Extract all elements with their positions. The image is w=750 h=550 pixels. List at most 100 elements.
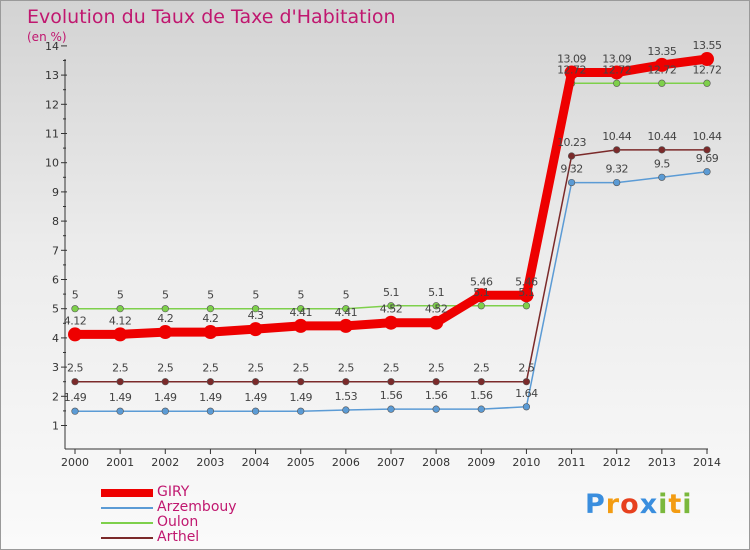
data-label-giry: 13.09 — [602, 52, 631, 65]
y-tick-label: 7 — [52, 244, 59, 257]
data-label-oulon: 12.72 — [693, 63, 722, 76]
x-tick-label: 2003 — [196, 456, 224, 469]
x-tick-label: 2001 — [106, 456, 134, 469]
data-point-oulon — [71, 305, 79, 313]
data-point-arthel — [703, 146, 711, 154]
data-point-oulon — [297, 305, 305, 313]
data-label-oulon: 5 — [252, 289, 259, 302]
y-tick-label: 10 — [45, 157, 59, 170]
x-tick-label: 2005 — [287, 456, 315, 469]
data-label-giry: 4.3 — [248, 309, 264, 322]
brand-letter: t — [668, 489, 683, 520]
data-label-giry: 4.2 — [157, 312, 173, 325]
data-label-arthel: 2.5 — [473, 362, 489, 375]
x-tick-label: 2007 — [377, 456, 405, 469]
data-point-oulon — [206, 305, 215, 313]
data-point-giry — [158, 325, 173, 340]
x-tick-label: 2002 — [151, 456, 179, 469]
data-label-arzembouy: 9.32 — [605, 163, 628, 176]
data-label-arzembouy: 9.32 — [560, 163, 583, 176]
data-label-oulon: 5 — [207, 289, 214, 302]
x-tick-label: 2004 — [242, 456, 270, 469]
data-label-arthel: 10.23 — [557, 136, 586, 149]
data-point-oulon — [658, 79, 666, 87]
data-point-arthel — [522, 378, 531, 386]
data-label-arthel: 2.5 — [338, 362, 354, 375]
data-point-giry — [654, 57, 669, 72]
data-label-arthel: 2.5 — [202, 362, 218, 375]
data-point-arzembouy — [522, 403, 531, 411]
y-tick-label: 9 — [52, 186, 59, 199]
data-label-giry: 5.46 — [470, 275, 493, 288]
legend-label: Oulon — [157, 514, 199, 530]
data-label-arzembouy: 1.56 — [470, 389, 493, 402]
data-point-oulon — [342, 305, 350, 313]
data-label-arzembouy: 1.49 — [289, 391, 312, 404]
data-label-arthel: 2.5 — [248, 362, 264, 375]
data-label-giry: 5.46 — [515, 275, 538, 288]
data-point-arthel — [658, 146, 666, 154]
data-label-arthel: 2.5 — [293, 362, 309, 375]
data-label-oulon: 12.72 — [602, 63, 631, 76]
data-point-arthel — [71, 378, 79, 386]
data-point-arzembouy — [477, 405, 485, 413]
data-point-arthel — [567, 152, 576, 160]
data-label-giry: 4.12 — [64, 314, 87, 327]
data-point-arthel — [251, 378, 260, 386]
legend-swatch — [101, 507, 153, 509]
data-point-arzembouy — [703, 168, 711, 176]
chart-title: Evolution du Taux de Taxe d'Habitation — [27, 6, 396, 28]
data-label-arthel: 2.5 — [67, 362, 83, 375]
data-point-arzembouy — [387, 405, 395, 413]
data-point-arzembouy — [161, 407, 169, 415]
data-label-arzembouy: 1.64 — [515, 387, 538, 400]
data-point-giry — [429, 315, 444, 330]
y-tick-label: 8 — [52, 215, 59, 228]
y-tick-label: 11 — [45, 128, 59, 141]
brand-letter: r — [605, 489, 621, 520]
y-tick-label: 13 — [45, 69, 59, 82]
brand-letter: i — [658, 489, 669, 520]
data-point-giry — [338, 318, 353, 333]
data-point-oulon — [387, 302, 395, 310]
x-tick-label: 2009 — [467, 456, 495, 469]
data-point-giry — [609, 65, 624, 80]
data-label-arzembouy: 1.49 — [199, 391, 222, 404]
data-point-arzembouy — [658, 173, 666, 181]
legend-label: Arzembouy — [157, 499, 237, 515]
data-label-oulon: 5.1 — [428, 286, 444, 299]
data-point-oulon — [477, 302, 485, 310]
data-label-oulon: 5 — [297, 289, 304, 302]
x-tick-label: 2014 — [693, 456, 721, 469]
data-point-arthel — [613, 146, 621, 154]
data-label-giry: 4.41 — [289, 306, 312, 319]
data-point-oulon — [251, 305, 260, 313]
data-label-oulon: 5.1 — [518, 286, 534, 299]
data-point-arthel — [387, 378, 395, 386]
data-point-arzembouy — [297, 407, 305, 415]
brand-letter: o — [620, 489, 640, 520]
y-tick-label: 6 — [52, 274, 59, 287]
data-point-giry — [519, 288, 534, 303]
data-label-oulon: 12.72 — [647, 63, 676, 76]
data-point-arthel — [477, 378, 485, 386]
data-point-giry — [384, 315, 398, 330]
y-tick-label: 14 — [45, 40, 59, 53]
series-line-arthel — [74, 149, 708, 383]
data-point-arthel — [161, 378, 169, 386]
data-label-arzembouy: 1.49 — [244, 391, 267, 404]
data-label-oulon: 12.72 — [557, 63, 586, 76]
data-point-oulon — [161, 305, 169, 313]
legend-swatch — [101, 522, 153, 524]
data-label-arzembouy: 1.53 — [335, 390, 358, 403]
data-point-giry — [248, 322, 263, 337]
legend-swatch — [101, 489, 153, 497]
x-tick-label: 2008 — [422, 456, 450, 469]
data-point-arzembouy — [613, 178, 621, 187]
data-point-arzembouy — [567, 178, 576, 187]
data-point-giry — [68, 327, 82, 342]
data-label-giry: 13.35 — [647, 45, 676, 58]
data-label-arzembouy: 1.56 — [425, 389, 448, 402]
